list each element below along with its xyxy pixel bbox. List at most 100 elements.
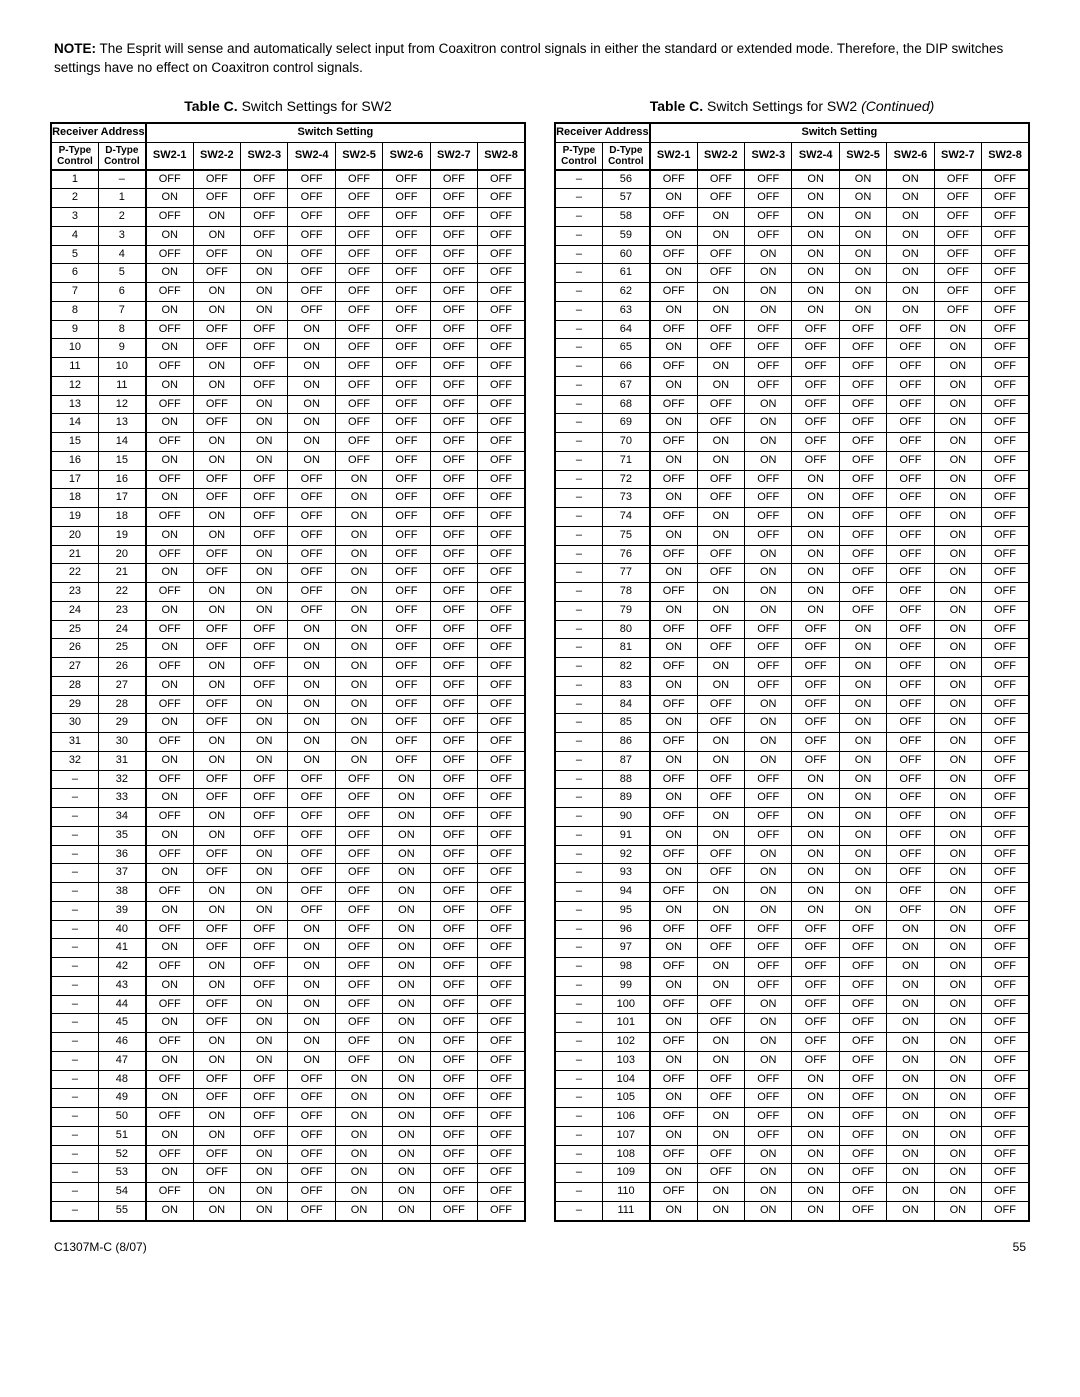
table-row: 2423ONONONOFFONOFFOFFOFF — [51, 601, 525, 620]
table-cell: OFF — [193, 564, 240, 583]
table-cell: OFF — [982, 320, 1029, 339]
table-cell: – — [51, 1145, 98, 1164]
table-cell: ON — [146, 976, 193, 995]
table-cell: ON — [887, 1183, 934, 1202]
table-row: –110OFFONONONOFFONONOFF — [555, 1183, 1029, 1202]
table-cell: – — [555, 639, 602, 658]
table-cell: OFF — [146, 1108, 193, 1127]
table-cell: OFF — [241, 376, 288, 395]
table-row: –85ONOFFONOFFONOFFONOFF — [555, 714, 1029, 733]
table-row: –37ONOFFONOFFOFFONOFFOFF — [51, 864, 525, 883]
table-cell: – — [555, 601, 602, 620]
table-cell: 11 — [51, 358, 98, 377]
table-cell: ON — [335, 751, 382, 770]
table-cell: OFF — [288, 601, 335, 620]
table-cell: ON — [650, 1089, 697, 1108]
hdr-sw2-6: SW2-6 — [383, 142, 430, 170]
table-cell: 13 — [51, 395, 98, 414]
table-cell: – — [555, 883, 602, 902]
table-cell: ON — [887, 1033, 934, 1052]
table-cell: ON — [335, 1070, 382, 1089]
table-cell: 48 — [98, 1070, 145, 1089]
table-cell: ON — [335, 1145, 382, 1164]
table-cell: OFF — [982, 789, 1029, 808]
table-cell: 21 — [98, 564, 145, 583]
table-cell: OFF — [650, 170, 697, 189]
table-cell: ON — [146, 451, 193, 470]
table-cell: – — [51, 920, 98, 939]
table-cell: OFF — [335, 226, 382, 245]
table-cell: 10 — [98, 358, 145, 377]
table-cell: OFF — [241, 976, 288, 995]
table-cell: ON — [650, 376, 697, 395]
table-cell: ON — [241, 301, 288, 320]
table-cell: OFF — [839, 526, 886, 545]
table-cell: OFF — [288, 808, 335, 827]
table-cell: ON — [697, 1183, 744, 1202]
table-cell: OFF — [383, 526, 430, 545]
table-cell: 23 — [51, 583, 98, 602]
table-cell: OFF — [193, 620, 240, 639]
hdr-ptype-r: P-TypeControl — [555, 142, 602, 170]
table-cell: OFF — [335, 995, 382, 1014]
table-cell: ON — [193, 1108, 240, 1127]
table-cell: OFF — [982, 751, 1029, 770]
table-cell: 10 — [51, 339, 98, 358]
table-cell: OFF — [146, 920, 193, 939]
table-cell: ON — [288, 414, 335, 433]
table-cell: ON — [288, 658, 335, 677]
table-cell: 111 — [602, 1201, 649, 1220]
table-cell: ON — [934, 976, 981, 995]
table-cell: ON — [146, 789, 193, 808]
table-cell: ON — [650, 1014, 697, 1033]
table-cell: OFF — [430, 789, 477, 808]
table-cell: 24 — [98, 620, 145, 639]
table-cell: OFF — [383, 695, 430, 714]
hdr-sw2-8: SW2-8 — [478, 142, 525, 170]
table-cell: OFF — [335, 208, 382, 227]
table-cell: 5 — [98, 264, 145, 283]
table-row: –96OFFOFFOFFOFFOFFONONOFF — [555, 920, 1029, 939]
table-cell: OFF — [839, 1014, 886, 1033]
table-cell: 38 — [98, 883, 145, 902]
table-cell: 92 — [602, 845, 649, 864]
table-cell: – — [555, 545, 602, 564]
table-cell: OFF — [839, 414, 886, 433]
table-cell: – — [555, 676, 602, 695]
table-cell: OFF — [478, 264, 525, 283]
table-cell: ON — [792, 845, 839, 864]
table-cell: OFF — [335, 808, 382, 827]
table-cell: OFF — [383, 170, 430, 189]
table-cell: OFF — [650, 808, 697, 827]
table-cell: OFF — [745, 470, 792, 489]
table-cell: ON — [792, 1126, 839, 1145]
table-cell: OFF — [697, 939, 744, 958]
table-cell: OFF — [478, 864, 525, 883]
table-cell: ON — [383, 939, 430, 958]
table-cell: OFF — [792, 395, 839, 414]
table-cell: OFF — [982, 433, 1029, 452]
table-cell: 94 — [602, 883, 649, 902]
table-cell: 25 — [98, 639, 145, 658]
table-cell: OFF — [335, 414, 382, 433]
table-cell: OFF — [982, 1145, 1029, 1164]
table-row: –97ONOFFOFFOFFOFFONONOFF — [555, 939, 1029, 958]
table-cell: 57 — [602, 189, 649, 208]
table-cell: OFF — [887, 695, 934, 714]
table-cell: OFF — [745, 526, 792, 545]
table-cell: ON — [288, 339, 335, 358]
table-cell: OFF — [478, 995, 525, 1014]
table-cell: OFF — [982, 808, 1029, 827]
table-cell: OFF — [193, 789, 240, 808]
table-cell: ON — [792, 1183, 839, 1202]
table-cell: OFF — [478, 564, 525, 583]
table-cell: OFF — [241, 1108, 288, 1127]
table-cell: OFF — [146, 583, 193, 602]
table-cell: OFF — [478, 470, 525, 489]
table-cell: OFF — [982, 376, 1029, 395]
table-cell: OFF — [383, 433, 430, 452]
table-cell: ON — [934, 376, 981, 395]
table-row: –103ONONONOFFOFFONONOFF — [555, 1051, 1029, 1070]
table-cell: – — [51, 845, 98, 864]
table-cell: ON — [288, 920, 335, 939]
